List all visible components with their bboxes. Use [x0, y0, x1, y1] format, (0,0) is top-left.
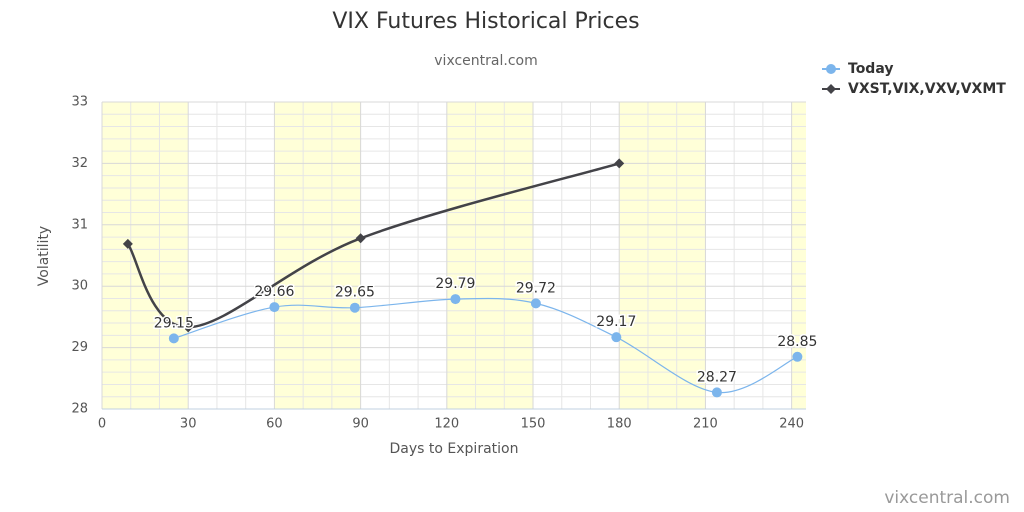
legend-marker	[826, 84, 836, 94]
x-tick-label: 180	[607, 417, 632, 432]
x-tick-label: 60	[266, 417, 283, 432]
point	[450, 294, 461, 305]
credits: vixcentral.com	[884, 488, 1010, 508]
data-label: 29.66	[254, 284, 294, 300]
data-label: 29.79	[435, 276, 475, 292]
data-label: 28.85	[777, 334, 817, 350]
data-label: 29.17	[596, 314, 636, 330]
band	[446, 102, 534, 409]
point	[122, 238, 133, 249]
band	[619, 102, 706, 409]
legend-label[interactable]: Today	[848, 61, 893, 77]
band	[102, 102, 189, 409]
point	[611, 332, 622, 343]
x-tick-label: 90	[352, 417, 369, 432]
point	[269, 302, 280, 313]
band	[274, 102, 361, 409]
point	[792, 351, 803, 362]
legend-label[interactable]: VXST,VIX,VXV,VXMT	[848, 81, 1006, 97]
point	[168, 333, 179, 344]
series-line	[126, 162, 620, 329]
chart-title: VIX Futures Historical Prices	[332, 9, 639, 34]
x-tick-label: 120	[434, 417, 459, 432]
y-tick-label: 31	[71, 217, 88, 232]
y-axis-label: Volatility	[36, 226, 52, 286]
y-tick-label: 30	[71, 279, 88, 294]
x-tick-label: 150	[521, 417, 546, 432]
band	[791, 102, 806, 409]
point	[183, 322, 194, 333]
data-label: 29.15	[154, 315, 194, 331]
x-tick-label: 210	[693, 417, 718, 432]
y-tick-label: 28	[71, 402, 88, 417]
data-label: 29.65	[335, 285, 375, 301]
data-label: 28.27	[697, 369, 737, 385]
point	[614, 158, 625, 169]
point	[711, 387, 722, 398]
x-tick-label: 30	[180, 417, 197, 432]
point	[530, 298, 541, 309]
point	[349, 302, 360, 313]
chart-subtitle: vixcentral.com	[434, 53, 537, 69]
x-axis-label: Days to Expiration	[390, 441, 519, 457]
legend-marker	[826, 64, 836, 74]
point	[355, 233, 366, 244]
data-label: 29.72	[516, 280, 556, 296]
y-tick-label: 33	[71, 95, 88, 110]
x-tick-label: 0	[98, 417, 106, 432]
y-tick-label: 29	[71, 340, 88, 355]
y-tick-label: 32	[71, 156, 88, 171]
x-tick-label: 240	[779, 417, 804, 432]
plot-background	[102, 102, 806, 409]
